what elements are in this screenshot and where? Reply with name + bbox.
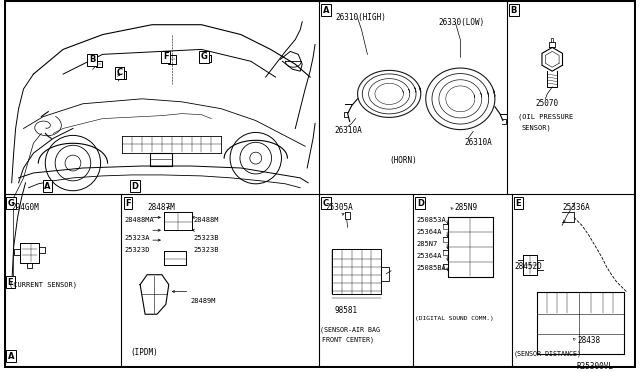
Text: 25364A: 25364A bbox=[417, 253, 442, 259]
Text: FRONT CENTER): FRONT CENTER) bbox=[322, 337, 374, 343]
Text: 28488M: 28488M bbox=[193, 217, 219, 224]
Text: (OIL PRESSURE: (OIL PRESSURE bbox=[518, 113, 573, 120]
Text: 25323B: 25323B bbox=[193, 235, 219, 241]
Text: C: C bbox=[116, 68, 122, 77]
Text: E: E bbox=[516, 199, 522, 208]
Text: (CURRENT SENSOR): (CURRENT SENSOR) bbox=[9, 282, 77, 288]
Text: 25323D: 25323D bbox=[124, 247, 150, 253]
Text: SENSOR): SENSOR) bbox=[522, 125, 551, 131]
Text: 26330(LOW): 26330(LOW) bbox=[438, 18, 485, 27]
Text: F: F bbox=[163, 52, 168, 61]
Text: A: A bbox=[8, 352, 14, 361]
Text: 26310(HIGH): 26310(HIGH) bbox=[336, 13, 387, 22]
Text: 25323A: 25323A bbox=[124, 235, 150, 241]
Text: 28488MA: 28488MA bbox=[124, 217, 154, 224]
Text: 285N7: 285N7 bbox=[417, 241, 438, 247]
Text: 28452D: 28452D bbox=[515, 262, 543, 271]
Text: 25323B: 25323B bbox=[193, 247, 219, 253]
Text: (SENSOR-DISTANCE): (SENSOR-DISTANCE) bbox=[514, 351, 582, 357]
Text: G: G bbox=[200, 52, 207, 61]
Text: (HORN): (HORN) bbox=[389, 156, 417, 165]
Text: (SENSOR-AIR BAG: (SENSOR-AIR BAG bbox=[320, 326, 380, 333]
Text: R25300VL: R25300VL bbox=[577, 362, 614, 371]
Text: A: A bbox=[44, 182, 51, 191]
Text: 26310A: 26310A bbox=[464, 138, 492, 147]
Text: 250853A: 250853A bbox=[417, 217, 447, 224]
Text: C: C bbox=[323, 199, 329, 208]
Text: 25305A: 25305A bbox=[325, 203, 353, 212]
Text: 28489M: 28489M bbox=[191, 298, 216, 304]
Text: (DIGITAL SOUND COMM.): (DIGITAL SOUND COMM.) bbox=[415, 316, 493, 321]
Text: A: A bbox=[323, 6, 330, 15]
Text: 28438: 28438 bbox=[577, 336, 600, 345]
Text: D: D bbox=[417, 199, 424, 208]
Text: 25364A: 25364A bbox=[417, 229, 442, 235]
Text: G: G bbox=[8, 199, 15, 208]
Text: 285N9: 285N9 bbox=[454, 203, 477, 212]
Text: 28487M: 28487M bbox=[147, 203, 175, 212]
Text: 25085BA: 25085BA bbox=[417, 265, 447, 271]
Text: 25070: 25070 bbox=[536, 99, 559, 108]
Text: D: D bbox=[131, 182, 138, 191]
Text: 25336A: 25336A bbox=[562, 203, 590, 212]
Text: 26310A: 26310A bbox=[335, 126, 363, 135]
Text: F: F bbox=[125, 199, 131, 208]
Text: B: B bbox=[511, 6, 517, 15]
Text: B: B bbox=[89, 55, 95, 64]
Text: (IPDM): (IPDM) bbox=[131, 348, 158, 357]
Text: E: E bbox=[8, 278, 13, 287]
Text: 294G0M: 294G0M bbox=[12, 203, 40, 212]
Text: 98581: 98581 bbox=[335, 307, 358, 315]
